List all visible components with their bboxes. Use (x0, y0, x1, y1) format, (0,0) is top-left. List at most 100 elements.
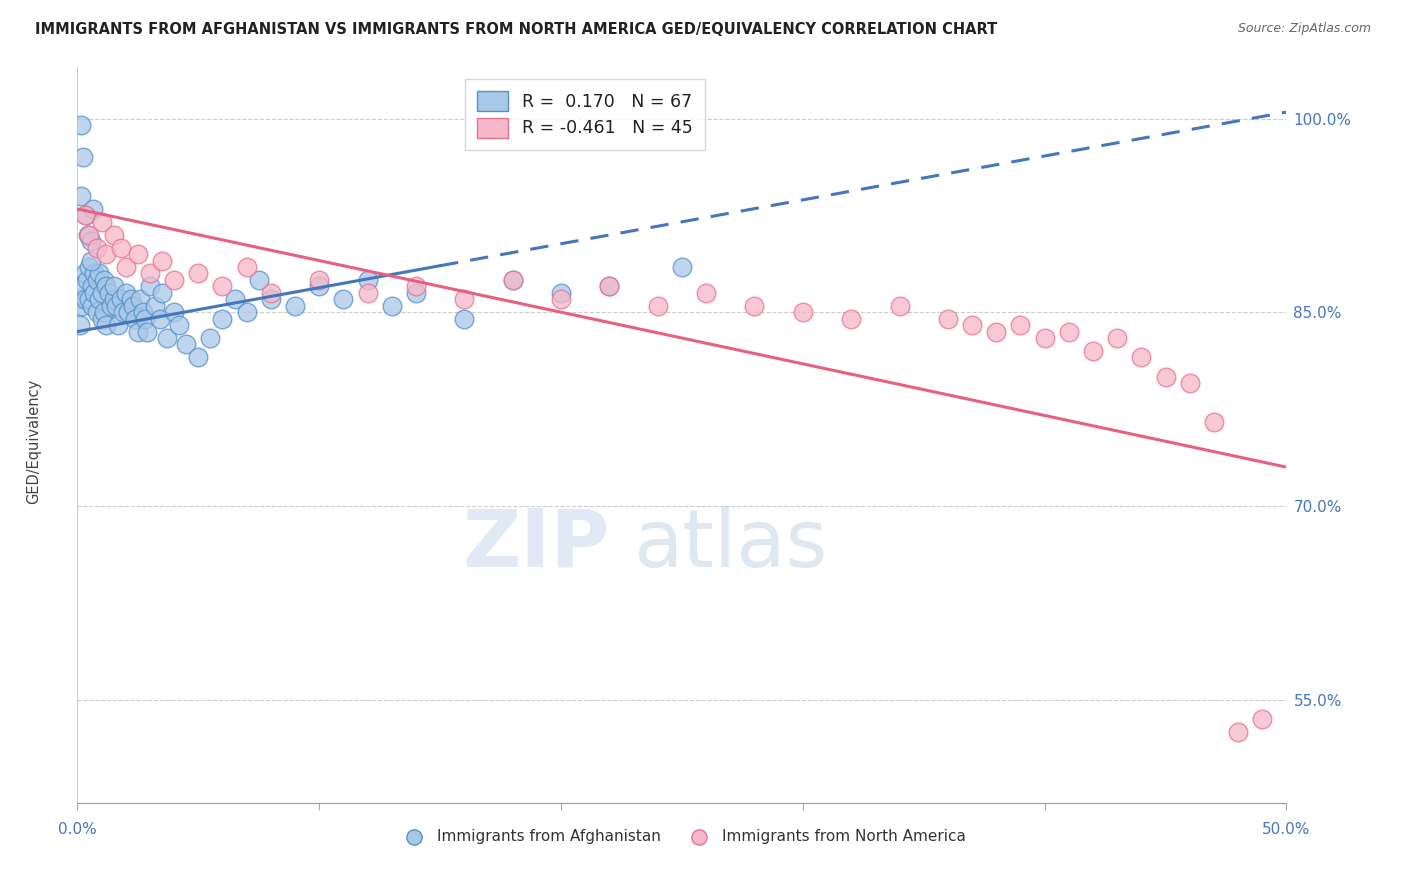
Point (1154, 369, 1177, 384)
Point (1202, 415, 1225, 429)
Point (356, 273, 378, 287)
Point (112, 305, 135, 319)
Point (453, 293, 475, 307)
Point (150, 285, 173, 300)
Point (82, 202, 104, 216)
Point (134, 311, 156, 326)
Point (405, 285, 427, 300)
Point (127, 325, 149, 339)
Point (211, 311, 233, 326)
Point (103, 227, 125, 242)
Point (260, 293, 283, 307)
Point (150, 253, 173, 268)
Point (156, 331, 179, 345)
Text: atlas: atlas (634, 506, 828, 583)
Text: IMMIGRANTS FROM AFGHANISTAN VS IMMIGRANTS FROM NORTH AMERICA GED/EQUIVALENCY COR: IMMIGRANTS FROM AFGHANISTAN VS IMMIGRANT… (35, 22, 997, 37)
Point (1010, 318, 1032, 332)
Legend: Immigrants from Afghanistan, Immigrants from North America: Immigrants from Afghanistan, Immigrants … (392, 823, 972, 850)
Point (79, 260, 101, 274)
Point (174, 337, 197, 351)
Point (284, 299, 307, 313)
Point (960, 318, 983, 332)
Text: 50.0%: 50.0% (1263, 822, 1310, 838)
Point (163, 305, 186, 319)
Point (93, 273, 115, 287)
Point (80, 279, 103, 293)
Point (117, 305, 139, 319)
Point (79, 234, 101, 248)
Point (83, 285, 105, 300)
Text: Source: ZipAtlas.com: Source: ZipAtlas.com (1237, 22, 1371, 36)
Point (260, 285, 283, 300)
Point (502, 273, 524, 287)
Point (79, 293, 101, 307)
Point (120, 293, 142, 307)
Point (70, 189, 93, 203)
Point (70, 118, 93, 132)
Point (211, 279, 233, 293)
Point (70, 279, 93, 293)
Point (127, 247, 149, 261)
Point (139, 267, 162, 281)
Point (1178, 376, 1201, 391)
Point (839, 311, 862, 326)
Point (103, 279, 125, 293)
Point (97, 285, 120, 300)
Point (187, 267, 209, 281)
Point (75, 208, 97, 222)
Point (96, 318, 118, 332)
Point (598, 279, 620, 293)
Point (124, 311, 146, 326)
Point (129, 293, 152, 307)
Point (1081, 343, 1104, 358)
Point (107, 318, 129, 332)
Point (889, 299, 911, 313)
Point (1227, 724, 1250, 739)
Point (1107, 331, 1129, 345)
Point (167, 318, 190, 332)
Point (744, 299, 766, 313)
Text: GED/Equivalency: GED/Equivalency (27, 379, 41, 504)
Point (114, 285, 136, 300)
Point (148, 311, 170, 326)
Text: ZIP: ZIP (463, 506, 609, 583)
Point (163, 273, 186, 287)
Point (72, 150, 94, 164)
Point (356, 285, 378, 300)
Point (96, 247, 118, 261)
Point (90, 285, 112, 300)
Point (76, 273, 98, 287)
Point (550, 293, 572, 307)
Point (70, 299, 93, 313)
Point (405, 279, 427, 293)
Point (87, 267, 110, 281)
Point (986, 325, 1008, 339)
Point (110, 293, 132, 307)
Point (131, 305, 153, 319)
Point (235, 305, 257, 319)
Point (308, 273, 330, 287)
Point (187, 351, 209, 365)
Point (502, 273, 524, 287)
Point (792, 305, 814, 319)
Point (224, 293, 246, 307)
Point (235, 260, 257, 274)
Point (105, 299, 128, 313)
Point (87, 293, 110, 307)
Point (114, 260, 136, 274)
Point (80, 299, 103, 313)
Point (77, 227, 100, 242)
Point (79, 253, 101, 268)
Point (332, 293, 354, 307)
Point (1033, 331, 1056, 345)
Point (96, 279, 118, 293)
Point (647, 299, 669, 313)
Point (73, 293, 96, 307)
Point (308, 279, 330, 293)
Point (1057, 325, 1080, 339)
Point (453, 311, 475, 326)
Point (86, 241, 108, 255)
Point (671, 260, 693, 274)
Point (100, 299, 122, 313)
Point (139, 279, 162, 293)
